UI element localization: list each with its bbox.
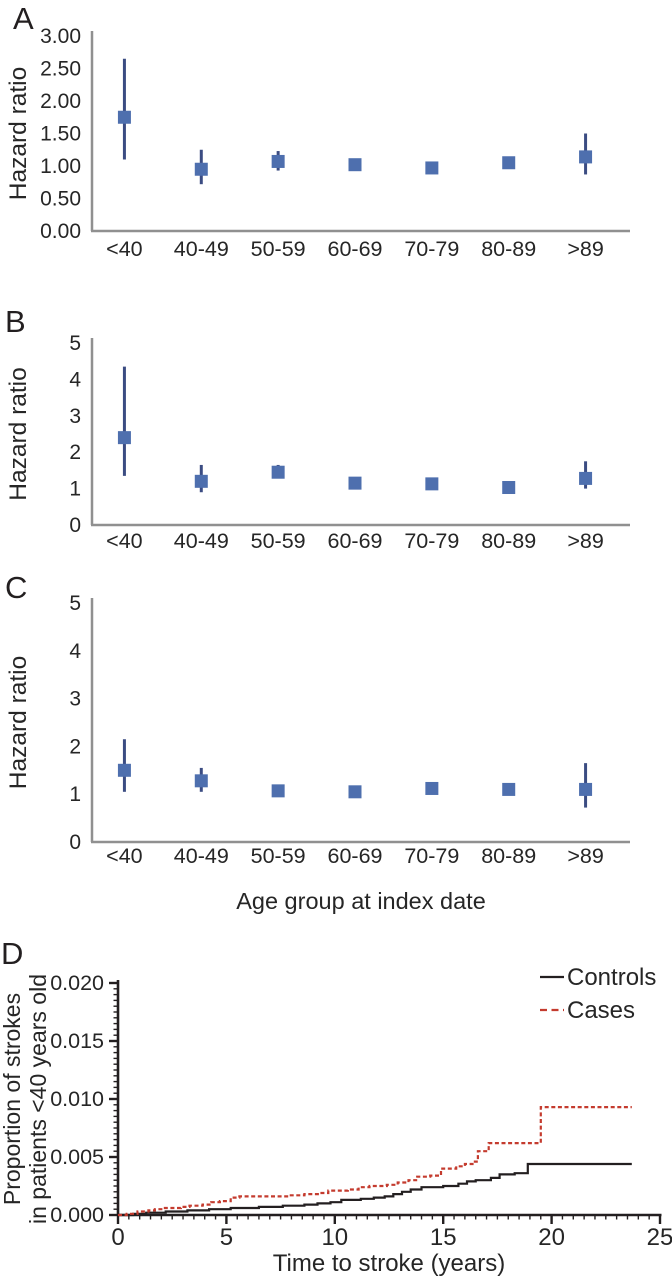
hazard-ratio-marker	[348, 785, 362, 799]
x-tick-label: 20	[538, 1224, 565, 1251]
hazard-ratio-marker	[271, 154, 285, 168]
y-tick-label: 1.50	[40, 123, 81, 146]
x-category-label: 60-69	[328, 237, 383, 261]
x-category-label: 60-69	[328, 844, 383, 868]
x-axis-title: Time to stroke (years)	[273, 1250, 506, 1277]
hazard-ratio-marker	[117, 763, 131, 777]
y-tick-label: 1	[69, 478, 81, 501]
x-category-label: 80-89	[481, 237, 536, 261]
panel-label-a: A	[13, 1, 34, 36]
hazard-ratio-marker	[117, 110, 131, 124]
y-tick-label: 0.000	[50, 1203, 104, 1227]
hazard-ratio-marker	[348, 158, 362, 172]
x-category-label: 50-59	[251, 237, 306, 261]
panel-label-b: B	[5, 304, 26, 339]
x-tick-label: 15	[430, 1224, 457, 1251]
y-tick-label: 4	[69, 640, 81, 663]
x-tick-label: 10	[321, 1224, 348, 1251]
y-tick-label: 0.010	[50, 1087, 104, 1111]
x-category-label: 40-49	[174, 529, 229, 553]
hazard-ratio-marker	[579, 471, 593, 485]
y-tick-label: 0	[69, 831, 81, 854]
x-category-label: 60-69	[328, 529, 383, 553]
hazard-ratio-marker	[348, 476, 362, 490]
y-tick-label: 1	[69, 783, 81, 806]
y-tick-label: 0.005	[50, 1145, 104, 1169]
x-category-label: 80-89	[481, 844, 536, 868]
y-tick-label: 0.00	[40, 220, 81, 243]
y-tick-label: 4	[69, 368, 81, 391]
y-tick-label: 3.00	[40, 25, 81, 48]
x-category-label: >89	[567, 844, 603, 868]
y-tick-label: 5	[69, 332, 81, 355]
x-category-label: 70-79	[404, 237, 459, 261]
y-tick-label: 5	[69, 592, 81, 615]
hazard-ratio-marker	[579, 150, 593, 164]
x-category-label: 40-49	[174, 844, 229, 868]
x-category-label: 40-49	[174, 237, 229, 261]
x-category-label: 80-89	[481, 529, 536, 553]
y-tick-label: 0.020	[50, 971, 104, 995]
hazard-ratio-marker	[271, 465, 285, 479]
x-tick-label: 5	[220, 1224, 233, 1251]
panel-a-hazard-ratio-chart: 0.00 0.50 1.00 1.50 2.00 2.50 3.00 <40 40-49 50-5…	[5, 25, 630, 261]
hazard-ratio-marker	[194, 474, 208, 488]
hazard-ratio-marker	[579, 782, 593, 796]
hazard-ratio-marker	[502, 481, 516, 495]
legend-label-cases: Cases	[567, 997, 635, 1024]
x-axis-title: Age group at index date	[236, 888, 486, 914]
series-controls-line	[118, 1162, 632, 1217]
hazard-ratio-marker	[117, 431, 131, 445]
y-axis-title: Hazard ratio	[5, 67, 32, 200]
hazard-ratio-marker	[194, 774, 208, 788]
panel-label-d: D	[1, 936, 24, 971]
hazard-ratio-marker	[425, 781, 439, 795]
x-category-label: 70-79	[404, 529, 459, 553]
x-category-label: <40	[106, 237, 143, 261]
x-category-label: <40	[106, 844, 143, 868]
hazard-ratio-marker	[425, 477, 439, 491]
panel-c-hazard-ratio-chart: 0 1 2 3 4 5 <40 40-49 50-59 60-69 70-79 80-89 >89 Haz…	[5, 592, 630, 914]
hazard-ratio-marker	[194, 162, 208, 176]
y-tick-label: 3	[69, 405, 81, 428]
hazard-ratio-marker	[502, 782, 516, 796]
x-category-label: 50-59	[251, 529, 306, 553]
y-tick-label: 2.50	[40, 58, 81, 81]
y-tick-label: 1.00	[40, 155, 81, 178]
x-category-label: 50-59	[251, 844, 306, 868]
hazard-ratio-marker	[271, 784, 285, 798]
panel-b-hazard-ratio-chart: 0 1 2 3 4 5 <40 40-49 50-59 60-69 70-79 80-89 >89 Haz…	[5, 332, 630, 553]
y-axis-title-line: in patients <40 years old	[25, 974, 51, 1224]
x-category-label: <40	[106, 529, 143, 553]
y-axis-title: Hazard ratio	[5, 367, 32, 500]
x-category-label: 70-79	[404, 844, 459, 868]
y-tick-label: 2.00	[40, 90, 81, 113]
hazard-ratio-marker	[425, 161, 439, 175]
y-tick-label: 3	[69, 688, 81, 711]
y-tick-label: 0.50	[40, 188, 81, 211]
panel-d-km-curve-chart: 0 5 10 15 20 25 0.000 0.005 0.010 0.015 0.020 Contr…	[0, 964, 672, 1277]
hazard-ratio-marker	[502, 156, 516, 170]
series-cases-line	[118, 1106, 632, 1217]
y-axis-title: Hazard ratio	[5, 656, 32, 789]
y-tick-label: 0	[69, 514, 81, 537]
y-axis-title-line: Proportion of strokes	[0, 993, 25, 1205]
y-tick-label: 2	[69, 441, 81, 464]
x-category-label: >89	[567, 529, 603, 553]
legend-label-controls: Controls	[567, 964, 656, 991]
x-tick-label: 0	[111, 1224, 124, 1251]
x-category-label: >89	[567, 237, 603, 261]
y-tick-label: 2	[69, 735, 81, 758]
y-tick-label: 0.015	[50, 1029, 104, 1053]
x-tick-label: 25	[647, 1224, 672, 1251]
panel-label-c: C	[5, 570, 28, 605]
